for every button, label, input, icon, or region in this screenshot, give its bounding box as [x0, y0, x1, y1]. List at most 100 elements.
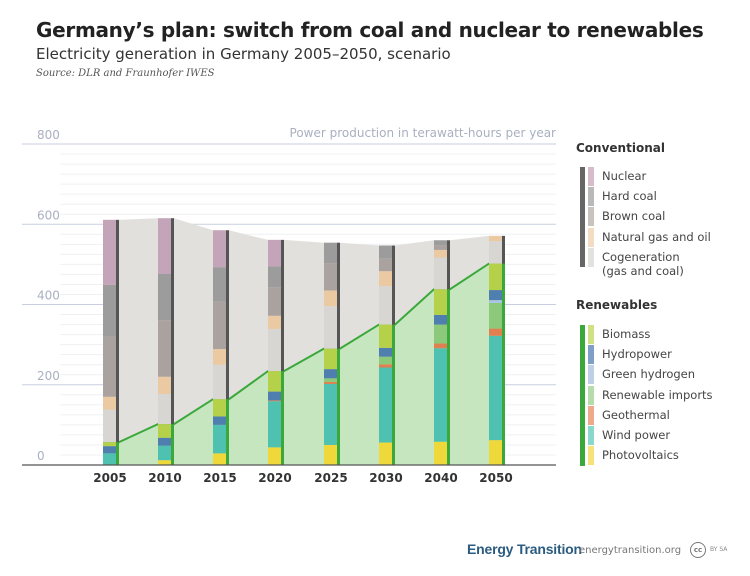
legend-label: Green hydrogen	[602, 367, 696, 382]
renewables-marker	[392, 324, 395, 465]
legend-label: Wind power	[602, 428, 671, 442]
bar-segment-biomass	[268, 371, 281, 392]
renewables-marker	[337, 348, 340, 465]
bar-segment-biomass	[213, 399, 226, 417]
bar-segment-brown-coal	[324, 263, 337, 291]
bar-segment-nuclear	[268, 239, 281, 267]
legend-label: Hydropower	[602, 347, 672, 362]
bar-segment-hydropower	[489, 290, 502, 301]
bar-segment-hydropower	[158, 437, 171, 446]
bar-segment-biomass	[103, 442, 116, 447]
bar-2040	[434, 240, 450, 465]
bar-segment-renewable-imports	[489, 302, 502, 329]
legend-swatch-natural-gas-and-oil	[588, 227, 594, 247]
legend-conventional-bracket	[580, 167, 585, 267]
x-tick-label: 2050	[479, 471, 512, 485]
bar-segment-hard-coal	[324, 242, 337, 264]
legend-swatch-wind-power	[588, 426, 594, 445]
bar-segment-cogeneration-gas-and-coal	[324, 306, 337, 349]
legend-label: Natural gas and oil	[602, 229, 711, 244]
bar-segment-cogeneration-gas-and-coal	[268, 328, 281, 372]
conventional-marker	[447, 240, 450, 290]
bar-segment-hydropower	[434, 314, 447, 325]
conventional-marker	[502, 235, 505, 264]
bar-segment-hard-coal	[213, 267, 226, 302]
bar-segment-hard-coal	[434, 240, 447, 246]
bar-2005	[103, 219, 119, 465]
bar-segment-wind-power	[103, 453, 116, 465]
bar-segment-hydropower	[268, 391, 281, 401]
bar-segment-cogeneration-gas-and-coal	[434, 257, 447, 290]
bar-segment-renewable-imports	[434, 324, 447, 344]
legend-label: Photovoltaics	[602, 448, 679, 463]
bar-segment-natural-gas-and-oil	[489, 235, 502, 242]
bar-segment-photovoltaics	[158, 460, 171, 465]
bar-segment-wind-power	[158, 445, 171, 461]
license-text: BY SA	[710, 546, 728, 553]
y-tick-label: 800	[37, 128, 60, 142]
conventional-marker	[171, 218, 174, 425]
bar-segment-brown-coal	[434, 245, 447, 250]
bar-segment-natural-gas-and-oil	[434, 249, 447, 258]
bar-segment-hard-coal	[268, 266, 281, 288]
bar-segment-natural-gas-and-oil	[324, 290, 337, 307]
bar-segment-photovoltaics	[489, 440, 502, 465]
bar-segment-natural-gas-and-oil	[158, 376, 171, 394]
legend-heading-renewables: Renewables	[576, 298, 658, 312]
bar-segment-hydropower	[324, 369, 337, 379]
site-link[interactable]: energytransition.org	[579, 545, 682, 556]
bar-segment-biomass	[324, 348, 337, 370]
bar-segment-hydropower	[213, 416, 226, 425]
legend-swatch-renewable-imports	[588, 385, 594, 405]
renewables-marker	[171, 424, 174, 465]
legend-renewables-bracket	[580, 325, 585, 466]
bar-segment-brown-coal	[103, 336, 116, 397]
x-tick-label: 2020	[258, 471, 291, 485]
legend-swatch-hydropower	[588, 345, 594, 365]
y-tick-label: 200	[37, 369, 60, 383]
bar-2020	[268, 239, 284, 465]
bar-segment-geothermal	[268, 400, 281, 402]
bar-segment-wind-power	[379, 367, 392, 443]
bar-segment-renewable-imports	[379, 356, 392, 365]
legend-label: Brown coal	[602, 209, 666, 224]
bar-segment-cogeneration-gas-and-coal	[213, 364, 226, 400]
legend-swatch-brown-coal	[588, 207, 594, 227]
chart-title: Germany’s plan: switch from coal and nuc…	[36, 18, 704, 42]
bar-segment-biomass	[158, 424, 171, 438]
legend-swatch-nuclear	[588, 167, 594, 186]
bar-segment-natural-gas-and-oil	[213, 349, 226, 365]
bar-2015	[213, 230, 229, 465]
bar-segment-nuclear	[103, 219, 116, 285]
bar-segment-wind-power	[434, 348, 447, 442]
renewables-area	[103, 263, 505, 465]
bar-segment-hard-coal	[158, 274, 171, 321]
bar-segment-geothermal	[379, 364, 392, 368]
legend-label: Hard coal	[602, 189, 657, 204]
chart-subtitle: Electricity generation in Germany 2005–2…	[36, 45, 451, 63]
bar-segment-wind-power	[324, 383, 337, 445]
bar-2025	[324, 242, 340, 465]
legend-swatch-green-hydrogen	[588, 365, 594, 385]
chart-source: Source: DLR and Fraunhofer IWES	[36, 68, 215, 79]
legend-swatch-geothermal	[588, 405, 594, 425]
conventional-marker	[116, 219, 119, 443]
bar-segment-geothermal	[324, 381, 337, 384]
y-tick-label: 400	[37, 289, 60, 303]
legend-swatch-cogeneration	[588, 247, 594, 267]
legend-swatch-biomass	[588, 325, 594, 344]
renewables-marker	[502, 263, 505, 465]
y-tick-label: 0	[37, 449, 45, 463]
bar-segment-natural-gas-and-oil	[103, 396, 116, 410]
bar-2050	[489, 235, 505, 465]
bar-segment-photovoltaics	[268, 447, 281, 465]
x-tick-label: 2030	[369, 471, 402, 485]
bar-segment-cogeneration-gas-and-coal	[379, 286, 392, 325]
bar-segment-cogeneration-gas-and-coal	[103, 409, 116, 443]
bar-segment-biomass	[379, 324, 392, 348]
bar-segment-biomass	[489, 263, 502, 291]
bar-segment-brown-coal	[379, 258, 392, 272]
renewables-marker	[116, 442, 119, 465]
